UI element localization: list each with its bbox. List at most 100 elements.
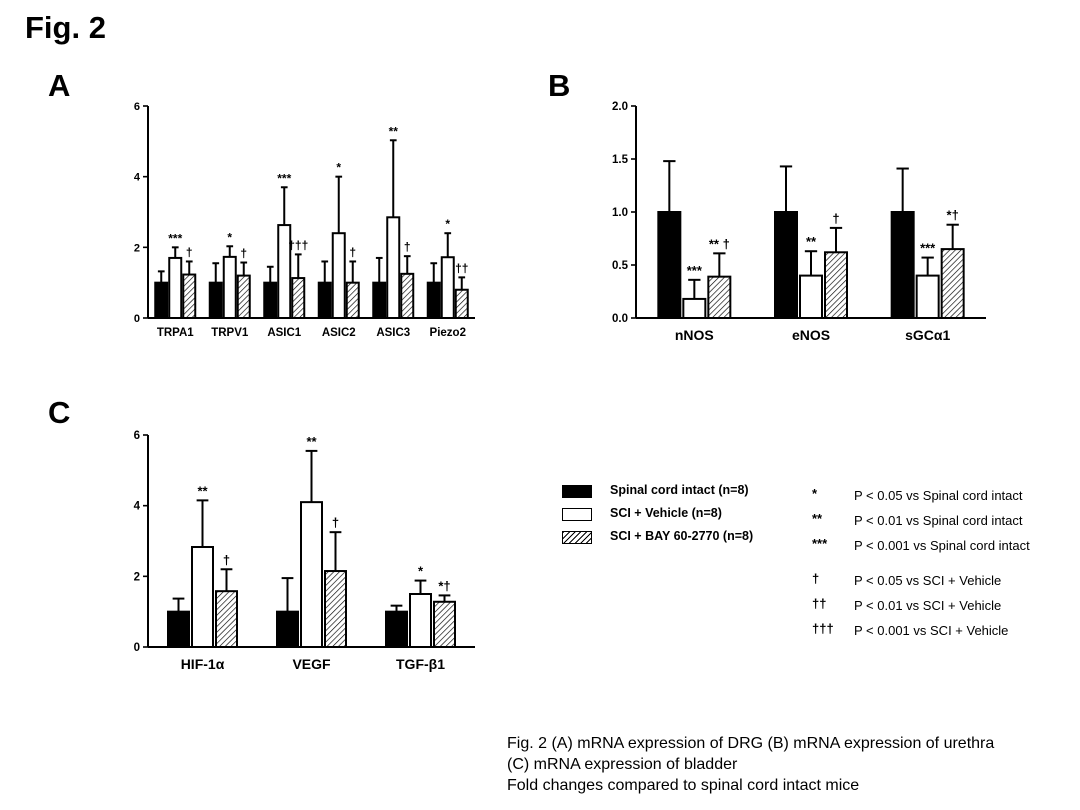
significance-annotation: ** — [197, 483, 208, 498]
significance-annotation: † — [332, 515, 339, 530]
legend-item-bay: SCI + BAY 60-2770 (n=8) — [562, 529, 802, 552]
bar-white-4 — [386, 216, 401, 319]
bar-hatched-4 — [400, 272, 415, 320]
significance-annotation: * — [227, 230, 232, 244]
legend: Spinal cord intact (n=8) SCI + Vehicle (… — [562, 483, 802, 552]
significance-annotation: *† — [947, 208, 959, 223]
bar-black-0 — [657, 211, 682, 319]
bar-black-1 — [774, 211, 798, 319]
significance-annotation: *† — [438, 578, 450, 593]
legend-label: Spinal cord intact (n=8) — [610, 483, 749, 497]
significance-text: P < 0.05 vs Spinal cord intact — [854, 488, 1023, 503]
x-category-label: TRPA1 — [157, 327, 194, 339]
x-category-label: ASIC1 — [267, 327, 301, 339]
bar-black-2 — [890, 211, 915, 319]
bar-hatched-0 — [182, 273, 197, 320]
bar-black-5 — [426, 281, 441, 319]
significance-row: †† P < 0.01 vs SCI + Vehicle — [812, 596, 1072, 621]
significance-annotation: † — [186, 245, 193, 259]
bar-white-0 — [682, 297, 707, 320]
x-category-label: TGF-β1 — [396, 656, 445, 672]
legend-swatch-black — [562, 485, 592, 498]
x-category-label: sGCα1 — [905, 327, 950, 343]
significance-annotation: ** — [306, 434, 317, 449]
significance-annotation: † — [404, 240, 411, 254]
panel-letter-b: B — [548, 68, 571, 103]
x-category-label: HIF-1α — [181, 656, 225, 672]
bar-white-1 — [300, 501, 323, 648]
bar-black-3 — [317, 281, 332, 319]
significance-annotation: † — [349, 245, 356, 259]
y-tick-label: 1.0 — [612, 207, 628, 219]
legend-item-vehicle: SCI + Vehicle (n=8) — [562, 506, 802, 529]
significance-symbol: ** — [812, 511, 823, 526]
significance-symbol: † — [812, 571, 820, 586]
bar-white-0 — [168, 256, 183, 319]
y-tick-label: 0.0 — [612, 313, 628, 325]
bar-hatched-1 — [236, 274, 251, 320]
significance-symbol: †† — [812, 596, 827, 611]
significance-text: P < 0.001 vs Spinal cord intact — [854, 538, 1030, 553]
significance-annotation: ** — [806, 234, 817, 249]
y-tick-label: 6 — [134, 101, 140, 113]
significance-row: ** P < 0.01 vs Spinal cord intact — [812, 511, 1072, 536]
significance-annotation: ††† — [288, 238, 308, 252]
figure-caption: Fig. 2 (A) mRNA expression of DRG (B) mR… — [507, 733, 994, 796]
significance-annotation: † — [832, 211, 839, 226]
y-tick-label: 2.0 — [612, 101, 628, 113]
significance-annotation: ** † — [709, 236, 730, 251]
significance-annotation: *** — [687, 263, 703, 278]
bar-black-2 — [263, 281, 278, 319]
significance-annotation: *** — [168, 231, 182, 245]
caption-line: Fold changes compared to spinal cord int… — [507, 777, 860, 794]
significance-annotation: * — [445, 217, 450, 231]
x-category-label: VEGF — [292, 656, 331, 672]
y-tick-label: 4 — [134, 172, 141, 184]
bar-black-2 — [385, 610, 408, 649]
significance-annotation: ** — [389, 124, 399, 138]
bar-hatched-0 — [707, 275, 732, 320]
significance-symbol: ††† — [812, 621, 834, 636]
significance-text: P < 0.01 vs SCI + Vehicle — [854, 598, 1002, 613]
y-tick-label: 6 — [134, 430, 140, 442]
bar-hatched-3 — [345, 281, 360, 319]
bar-black-1 — [208, 281, 223, 319]
significance-symbol: * — [812, 486, 818, 501]
significance-row: † P < 0.05 vs SCI + Vehicle — [812, 571, 1072, 596]
significance-annotation: *** — [920, 241, 936, 256]
bar-black-1 — [276, 610, 299, 649]
x-category-label: nNOS — [675, 327, 714, 343]
panel-letter-c: C — [48, 395, 71, 430]
bar-white-3 — [331, 232, 346, 319]
caption-line: Fig. 2 (A) mRNA expression of DRG (B) mR… — [507, 735, 995, 752]
bar-white-0 — [191, 546, 214, 648]
significance-annotation: * — [336, 161, 341, 175]
bar-white-2 — [409, 593, 432, 648]
bar-hatched-1 — [324, 570, 347, 648]
significance-row: * P < 0.05 vs Spinal cord intact — [812, 486, 1072, 511]
bar-hatched-0 — [215, 590, 238, 649]
y-tick-label: 0 — [134, 313, 140, 325]
y-tick-label: 2 — [134, 242, 140, 254]
x-category-label: Piezo2 — [430, 327, 466, 339]
significance-annotation: *** — [277, 171, 291, 185]
significance-annotation: † — [240, 247, 247, 261]
legend-item-intact: Spinal cord intact (n=8) — [562, 483, 802, 506]
bar-black-0 — [167, 610, 190, 649]
y-tick-label: 0.5 — [612, 260, 629, 272]
significance-annotation: †† — [455, 261, 468, 275]
legend-swatch-white — [562, 508, 592, 521]
x-category-label: ASIC2 — [322, 327, 356, 339]
bar-white-1 — [222, 255, 237, 319]
bar-white-2 — [915, 274, 940, 320]
bar-hatched-1 — [824, 251, 848, 319]
caption-line: (C) mRNA expression of bladder — [507, 756, 738, 773]
bar-white-1 — [799, 274, 823, 320]
significance-text: P < 0.01 vs Spinal cord intact — [854, 513, 1023, 528]
bar-hatched-2 — [291, 277, 306, 319]
bar-hatched-2 — [940, 248, 965, 320]
legend-label: SCI + Vehicle (n=8) — [610, 506, 722, 520]
y-tick-label: 1.5 — [612, 154, 629, 166]
y-tick-label: 0 — [134, 642, 140, 654]
